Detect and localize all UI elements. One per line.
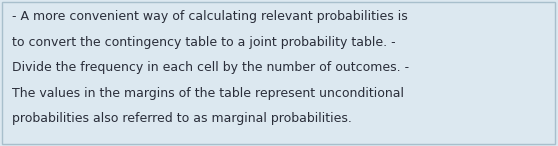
Text: - A more convenient way of calculating relevant probabilities is: - A more convenient way of calculating r… [12,10,408,23]
Text: The values in the margins of the table represent unconditional: The values in the margins of the table r… [12,87,405,100]
Text: probabilities also referred to as marginal probabilities.: probabilities also referred to as margin… [12,112,352,125]
Text: Divide the frequency in each cell by the number of outcomes. -: Divide the frequency in each cell by the… [12,61,410,74]
Text: to convert the contingency table to a joint probability table. -: to convert the contingency table to a jo… [12,36,396,49]
